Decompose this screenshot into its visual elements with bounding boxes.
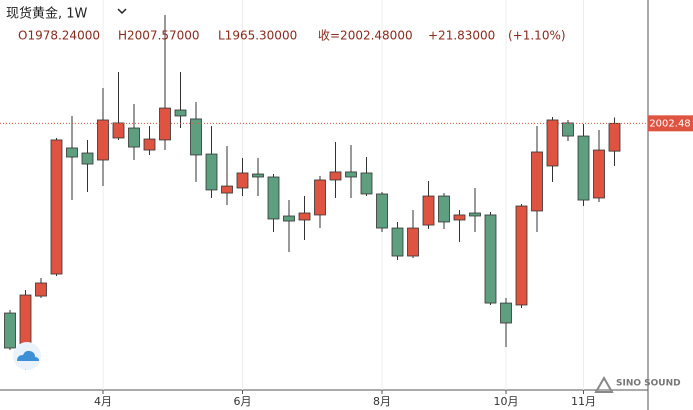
candle-body	[469, 212, 481, 217]
candle-body	[360, 172, 373, 195]
candle-body	[50, 139, 63, 275]
candle-body	[329, 171, 342, 181]
candle-body	[345, 171, 357, 178]
candle-body	[515, 205, 528, 306]
watermark: SINO SOUND	[594, 375, 681, 393]
x-tick-label: 4月	[94, 395, 112, 408]
candle-body	[283, 215, 295, 222]
price-label-bg	[648, 115, 693, 132]
x-tick-label: 10月	[494, 395, 519, 408]
candle-body	[112, 122, 125, 139]
candle-body	[159, 107, 171, 141]
candle-body	[4, 312, 16, 349]
candle-body	[453, 214, 466, 221]
candle-body	[577, 135, 590, 201]
candle-body	[500, 302, 512, 324]
x-tick-label: 8月	[373, 395, 391, 408]
cloud-shape	[17, 350, 39, 361]
candle-body	[66, 147, 78, 158]
x-tick-label: 6月	[234, 395, 252, 408]
candles	[4, 15, 621, 371]
candle-body	[81, 152, 94, 165]
candle-body	[236, 172, 249, 189]
candle-body	[267, 176, 280, 220]
candle-body	[391, 227, 404, 257]
candle-body	[314, 179, 326, 216]
candle-body	[252, 173, 264, 178]
x-tick-label: 11月	[571, 395, 596, 408]
ohlc-value: L1965.30000	[218, 29, 297, 43]
price-label: 2002.48	[649, 118, 690, 129]
candle-body	[376, 193, 388, 229]
cloud-icon[interactable]	[13, 342, 41, 370]
candle-body	[608, 122, 621, 152]
chart-title[interactable]: 现货黄金, 1W	[6, 6, 88, 22]
candle-body	[35, 282, 47, 297]
ohlc-value: +21.83000	[428, 29, 495, 43]
candle-body	[143, 138, 156, 151]
ohlc-value: O1978.24000	[18, 29, 100, 43]
ohlc-legend: O1978.24000 H2007.57000 L1965.30000 收=2002.…	[18, 29, 566, 43]
candle-body	[205, 153, 218, 191]
ohlc-value: (+1.10%)	[508, 29, 566, 43]
candle-body	[593, 149, 605, 199]
watermark-text: SINO SOUND	[616, 379, 681, 389]
candle-body	[407, 227, 419, 257]
watermark-logo	[594, 375, 614, 393]
candle-body	[174, 109, 187, 117]
candle-body	[298, 212, 311, 221]
candle-body	[97, 119, 109, 161]
candle-body	[221, 185, 233, 194]
candle-body	[128, 127, 140, 148]
candle-body	[531, 151, 543, 212]
ohlc-value: H2007.57000	[118, 29, 200, 43]
candle-body	[422, 195, 435, 226]
candle-body	[438, 195, 450, 223]
dropdown-icon[interactable]	[117, 8, 127, 15]
candle-body	[484, 214, 497, 304]
candle-body	[19, 294, 32, 349]
candle-body	[190, 118, 202, 156]
candle-body	[546, 119, 559, 167]
candle-body	[562, 122, 574, 137]
ohlc-value: 收=2002.48000	[318, 29, 413, 43]
